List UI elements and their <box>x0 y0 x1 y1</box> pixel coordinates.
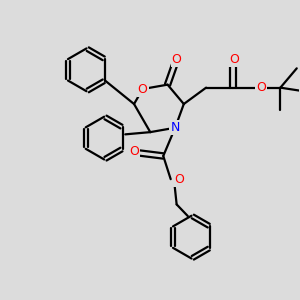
Text: N: N <box>170 121 180 134</box>
Text: O: O <box>172 53 182 66</box>
Text: O: O <box>256 81 266 94</box>
Text: O: O <box>230 52 239 66</box>
Text: O: O <box>174 173 184 186</box>
Text: O: O <box>129 145 139 158</box>
Text: O: O <box>138 82 148 95</box>
